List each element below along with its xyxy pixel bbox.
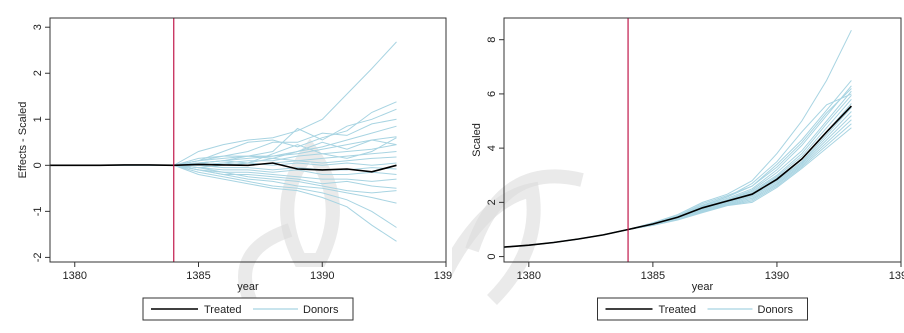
plot-border: [503, 17, 902, 263]
y-tick-label: -2: [32, 253, 44, 263]
donor-line: [503, 29, 852, 248]
donor-line: [50, 41, 397, 166]
y-tick-label: 3: [32, 24, 44, 30]
axes: 1380 1385 1390 1395 -2 -1 0 1 2 3 year Effects - Sc…: [17, 17, 452, 293]
x-tick-label: 1390: [765, 270, 789, 282]
y-tick-label: 4: [486, 145, 498, 151]
legend-box: [597, 297, 808, 321]
legend: Treated Donors: [142, 297, 354, 321]
donor-line: [50, 108, 397, 166]
legend-label-treated: Treated: [204, 304, 242, 316]
legend-label-donors: Donors: [758, 304, 794, 316]
x-axis-title: year: [237, 281, 259, 293]
chart-effects-scaled: 1380 1385 1390 1395 -2 -1 0 1 2 3 year Effects - Sc…: [17, 17, 452, 321]
donor-line: [50, 125, 397, 166]
y-tick-label: 1: [32, 116, 44, 122]
y-tick-label: 0: [486, 254, 498, 260]
donor-line: [50, 164, 397, 204]
chart-scaled: 1380 1385 1390 1395 0 2 4 6 8 year Scaled Treated D…: [452, 17, 904, 321]
x-tick-label: 1380: [63, 270, 87, 282]
watermark-shape: [452, 169, 584, 305]
legend-label-donors: Donors: [303, 304, 339, 316]
x-tick-label: 1385: [641, 270, 665, 282]
x-tick-label: 1390: [310, 270, 334, 282]
donor-line: [503, 119, 852, 248]
plot-border: [49, 17, 447, 263]
y-tick-label: -1: [32, 206, 44, 216]
watermark-shape: [238, 138, 340, 303]
x-tick-label: 1395: [434, 270, 452, 282]
y-tick-label: 2: [32, 70, 44, 76]
treated-line: [503, 105, 852, 248]
x-axis-title: year: [692, 281, 714, 293]
treated-line: [50, 162, 397, 173]
donor-line: [50, 144, 397, 166]
y-tick-label: 2: [486, 199, 498, 205]
chart-panel-scaled: 1380 1385 1390 1395 0 2 4 6 8 year Scaled Treated D…: [452, 0, 904, 333]
plot-area: [503, 18, 852, 262]
y-axis-title: Scaled: [471, 123, 483, 157]
x-tick-label: 1380: [517, 270, 541, 282]
donor-line: [50, 139, 397, 166]
plot-area: [50, 18, 397, 262]
legend-label-treated: Treated: [659, 304, 697, 316]
y-tick-label: 8: [486, 37, 498, 43]
x-tick-label: 1385: [186, 270, 210, 282]
chart-panel-effects: 1380 1385 1390 1395 -2 -1 0 1 2 3 year Effects - Sc…: [17, 17, 452, 321]
y-axis-title: Effects - Scaled: [17, 102, 29, 179]
y-tick-label: 0: [32, 162, 44, 168]
legend-box: [142, 297, 354, 321]
axes: 1380 1385 1390 1395 0 2 4 6 8 year Scaled: [471, 17, 904, 293]
x-tick-label: 1395: [889, 270, 904, 282]
y-tick-label: 6: [486, 91, 498, 97]
legend: Treated Donors: [597, 297, 808, 321]
